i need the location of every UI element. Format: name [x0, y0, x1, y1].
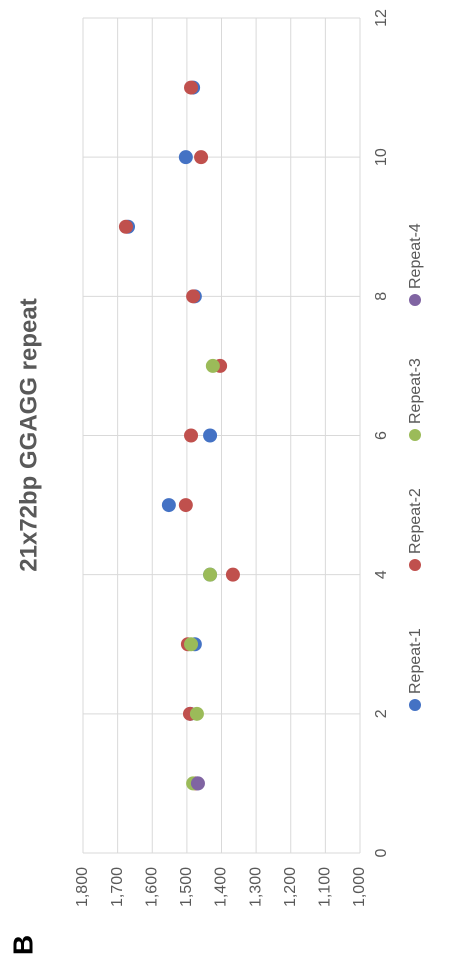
chart-title: 21x72bp GGAGG repeat — [15, 298, 42, 571]
point — [184, 80, 199, 95]
point — [118, 219, 133, 234]
point — [184, 637, 199, 652]
point — [190, 776, 205, 791]
x-tick-label: 4 — [373, 570, 390, 579]
legend-marker — [409, 429, 421, 441]
point — [186, 289, 201, 304]
point — [203, 567, 218, 582]
y-tick-label: 1,000 — [351, 867, 368, 907]
legend-marker — [409, 559, 421, 571]
x-tick-label: 8 — [373, 292, 390, 301]
y-tick-label: 1,600 — [143, 867, 160, 907]
legend-marker — [409, 699, 421, 711]
legend-label: Repeat-1 — [407, 628, 424, 694]
rotated-chart: B 21x72bp GGAGG repeat 1,000 1,100 1,200 1,… — [7, 9, 424, 955]
point — [178, 150, 193, 165]
point — [178, 498, 193, 513]
y-tick-label: 1,400 — [213, 867, 230, 907]
point — [225, 567, 240, 582]
x-tick-label: 10 — [373, 148, 390, 166]
point — [184, 428, 199, 443]
legend-label: Repeat-3 — [407, 358, 424, 424]
x-tick-label: 0 — [373, 848, 390, 857]
panel-label: B — [7, 935, 38, 955]
legend-label: Repeat-2 — [407, 488, 424, 554]
y-tick-label: 1,300 — [247, 867, 264, 907]
point — [194, 150, 209, 165]
point — [161, 498, 176, 513]
legend-marker — [409, 294, 421, 306]
y-tick-label: 1,100 — [317, 867, 334, 907]
point — [189, 706, 204, 721]
x-tick-label: 2 — [373, 709, 390, 718]
y-tick-label: 1,800 — [74, 867, 91, 907]
y-tick-label: 1,700 — [109, 867, 126, 907]
point — [205, 358, 220, 373]
y-tick-label: 1,200 — [282, 867, 299, 907]
point — [203, 428, 218, 443]
legend-label: Repeat-4 — [407, 223, 424, 289]
y-tick-label: 1,500 — [178, 867, 195, 907]
x-tick-label: 6 — [373, 431, 390, 440]
x-tick-label: 12 — [373, 9, 390, 27]
